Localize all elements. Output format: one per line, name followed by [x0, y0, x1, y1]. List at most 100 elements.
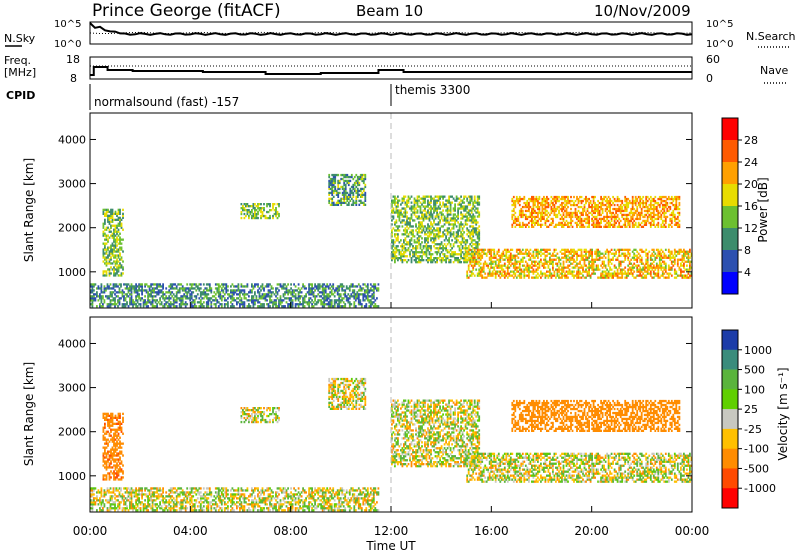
echo-cell	[466, 223, 469, 226]
echo-cell	[645, 270, 648, 273]
echo-cell	[576, 250, 578, 253]
echo-cell	[553, 272, 556, 275]
echo-cell	[621, 260, 624, 263]
echo-cell	[315, 287, 318, 290]
echo-cell	[553, 213, 556, 217]
echo-cell	[126, 285, 128, 288]
echo-cell	[460, 203, 462, 206]
echo-cell	[540, 254, 542, 257]
echo-cell	[208, 287, 211, 290]
echo-cell	[673, 252, 676, 255]
echo-cell	[624, 217, 627, 221]
echo-cell	[338, 191, 341, 195]
echo-cell	[252, 305, 255, 308]
echo-cell	[475, 245, 478, 248]
echo-cell	[216, 301, 219, 304]
echo-cell	[344, 289, 347, 292]
echo-cell	[543, 197, 545, 201]
echo-cell	[433, 229, 435, 232]
echo-cell	[518, 274, 521, 277]
echo-cell	[595, 264, 598, 267]
echo-cell	[478, 235, 481, 238]
echo-cell	[616, 203, 619, 207]
echo-cell	[531, 270, 533, 273]
echo-cell	[515, 248, 518, 251]
echo-cell	[544, 205, 547, 209]
echo-cell	[524, 217, 527, 221]
echo-cell	[117, 295, 119, 298]
echo-cell	[588, 201, 590, 205]
echo-cell	[117, 270, 120, 273]
echo-cell	[460, 249, 462, 252]
echo-cell	[422, 209, 425, 212]
echo-cell	[500, 254, 503, 257]
echo-cell	[597, 205, 599, 209]
echo-cell	[449, 207, 452, 210]
echo-cell	[550, 272, 553, 275]
echo-cell	[348, 297, 351, 300]
echo-cell	[667, 274, 670, 277]
echo-cell	[312, 301, 315, 304]
echo-cell	[451, 255, 453, 258]
echo-cell	[534, 276, 536, 279]
echo-cell	[571, 254, 574, 257]
echo-cell	[329, 301, 332, 304]
echo-cell	[430, 195, 432, 198]
echo-cell	[437, 229, 440, 232]
echo-cell	[473, 217, 476, 220]
echo-cell	[248, 291, 250, 294]
echo-cell	[472, 254, 475, 257]
echo-cell	[254, 212, 256, 216]
echo-cell	[119, 216, 121, 219]
echo-cell	[446, 207, 449, 210]
echo-cell	[160, 301, 163, 304]
echo-cell	[473, 274, 476, 277]
echo-cell	[108, 254, 111, 257]
echo-cell	[341, 197, 344, 200]
echo-cell	[472, 243, 475, 246]
echo-cell	[580, 213, 583, 217]
echo-cell	[416, 239, 419, 242]
echo-cell	[628, 260, 631, 263]
echo-cell	[361, 173, 364, 177]
echo-cell	[243, 207, 246, 210]
echo-cell	[512, 207, 515, 211]
echo-cell	[520, 268, 523, 271]
echo-cell	[472, 203, 475, 206]
echo-cell	[237, 293, 240, 296]
echo-cell	[565, 201, 568, 205]
echo-cell	[537, 250, 539, 253]
echo-cell	[347, 181, 350, 185]
echo-cell	[192, 301, 195, 304]
echo-cell	[122, 214, 124, 217]
echo-cell	[410, 217, 413, 220]
nave-label: Nave	[760, 64, 788, 77]
echo-cell	[667, 254, 670, 257]
echo-cell	[248, 303, 250, 306]
echo-cell	[413, 203, 416, 206]
echo-cell	[343, 187, 346, 191]
echo-cell	[458, 235, 461, 238]
echo-cell	[613, 225, 616, 228]
echo-cell	[404, 233, 407, 236]
echo-cell	[472, 225, 475, 228]
echo-cell	[613, 221, 616, 225]
echo-cell	[199, 291, 202, 294]
echo-cell	[514, 219, 517, 223]
echo-cell	[116, 272, 118, 275]
echo-cell	[476, 247, 479, 250]
echo-cell	[431, 237, 434, 240]
echo-cell	[114, 230, 117, 233]
echo-cell	[180, 283, 183, 286]
echo-cell	[296, 303, 298, 306]
echo-cell	[612, 225, 614, 228]
echo-cell	[666, 276, 669, 279]
echo-cell	[684, 274, 687, 277]
echo-cell	[177, 297, 180, 300]
echo-cell	[595, 215, 598, 219]
echo-cell	[236, 297, 238, 300]
echo-cell	[506, 264, 509, 267]
echo-cell	[413, 255, 416, 258]
echo-cell	[394, 199, 396, 202]
echo-cell	[104, 222, 106, 225]
